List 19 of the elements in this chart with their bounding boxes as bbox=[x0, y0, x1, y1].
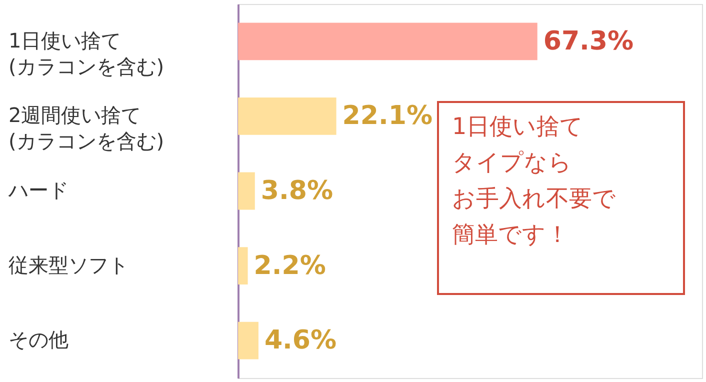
y-tick-label: 従来型ソフト bbox=[8, 252, 128, 277]
bar bbox=[238, 22, 538, 60]
annotation: お手入れ不要で bbox=[452, 186, 616, 212]
bar bbox=[238, 247, 248, 284]
data-label: 67.3% bbox=[543, 26, 634, 56]
y-tick-label: 2週間使い捨て (カラコンを含む) bbox=[8, 103, 164, 154]
bar bbox=[238, 98, 336, 135]
data-label: 3.8% bbox=[260, 176, 334, 206]
y-tick-label: 1日使い捨て (カラコンを含む) bbox=[8, 28, 164, 78]
annotation: 1日使い捨て bbox=[452, 114, 584, 140]
y-tick-label: ハード bbox=[8, 178, 68, 202]
annotation: タイプなら bbox=[452, 150, 572, 176]
bar bbox=[238, 172, 255, 210]
annotation: 簡単です！ bbox=[452, 222, 569, 248]
y-tick-label: その他 bbox=[8, 328, 68, 352]
data-label: 4.6% bbox=[264, 326, 337, 356]
data-label: 2.2% bbox=[254, 250, 326, 281]
bar bbox=[238, 322, 258, 360]
data-label: 22.1% bbox=[342, 101, 433, 132]
